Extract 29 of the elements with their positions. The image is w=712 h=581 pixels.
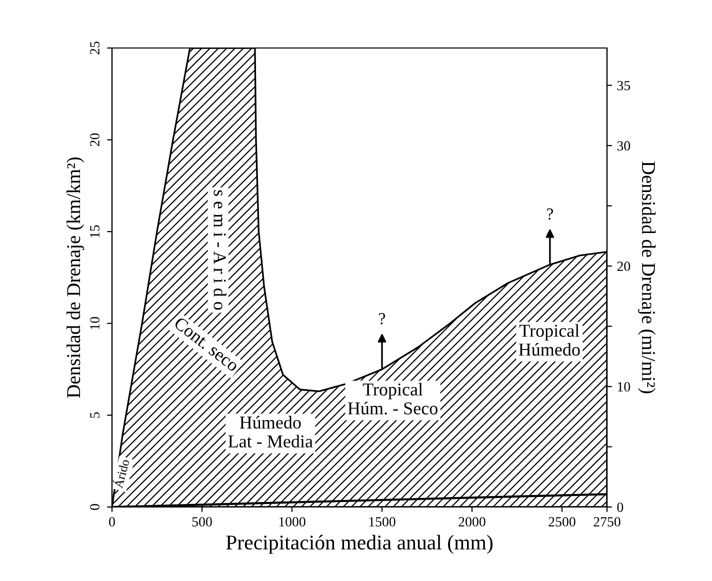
y-tick-label: 5 — [90, 412, 100, 418]
y2-tick-label: 30 — [617, 141, 630, 151]
y2-tick-label: 10 — [618, 382, 630, 392]
annotation: ? — [379, 313, 386, 324]
y-axis-title: Densidad de Drenaje (km/km²) — [66, 157, 84, 398]
annotation: Cont. seco — [173, 316, 240, 372]
y2-tick-label: 20 — [617, 262, 630, 272]
annotation: s e m i - A r i d o — [214, 190, 226, 310]
x-tick-label: 2750 — [594, 517, 620, 526]
x-tick-label: 2500 — [548, 517, 576, 526]
y2-tick-label: 35 — [617, 80, 630, 90]
annotation: Tropical Húm. - Seco — [348, 382, 438, 415]
annotation: Tropical Húmedo — [518, 324, 580, 356]
x-tick-label: 1000 — [279, 517, 306, 526]
y-tick-label: 25 — [90, 42, 100, 54]
annotation: Húmedo Lat - Media — [228, 416, 313, 448]
annotation: ? — [547, 208, 553, 220]
x-tick-label: 500 — [192, 517, 212, 526]
y-tick-label: 15 — [90, 225, 100, 238]
x-tick-label: 1500 — [369, 517, 396, 526]
y-tick-label: 20 — [90, 133, 100, 146]
annotation: Árido — [112, 458, 130, 489]
y2-axis-title: Densidad de Drenaje (mi/mi²) — [638, 161, 656, 394]
y-tick-label: 10 — [90, 316, 100, 330]
y-tick-label: 0 — [90, 504, 100, 510]
y2-tick-label: 0 — [617, 502, 624, 512]
x-tick-label: 0 — [109, 517, 115, 526]
x-axis-title: Precipitación media anual (mm) — [226, 534, 493, 554]
x-tick-label: 2000 — [458, 517, 486, 526]
